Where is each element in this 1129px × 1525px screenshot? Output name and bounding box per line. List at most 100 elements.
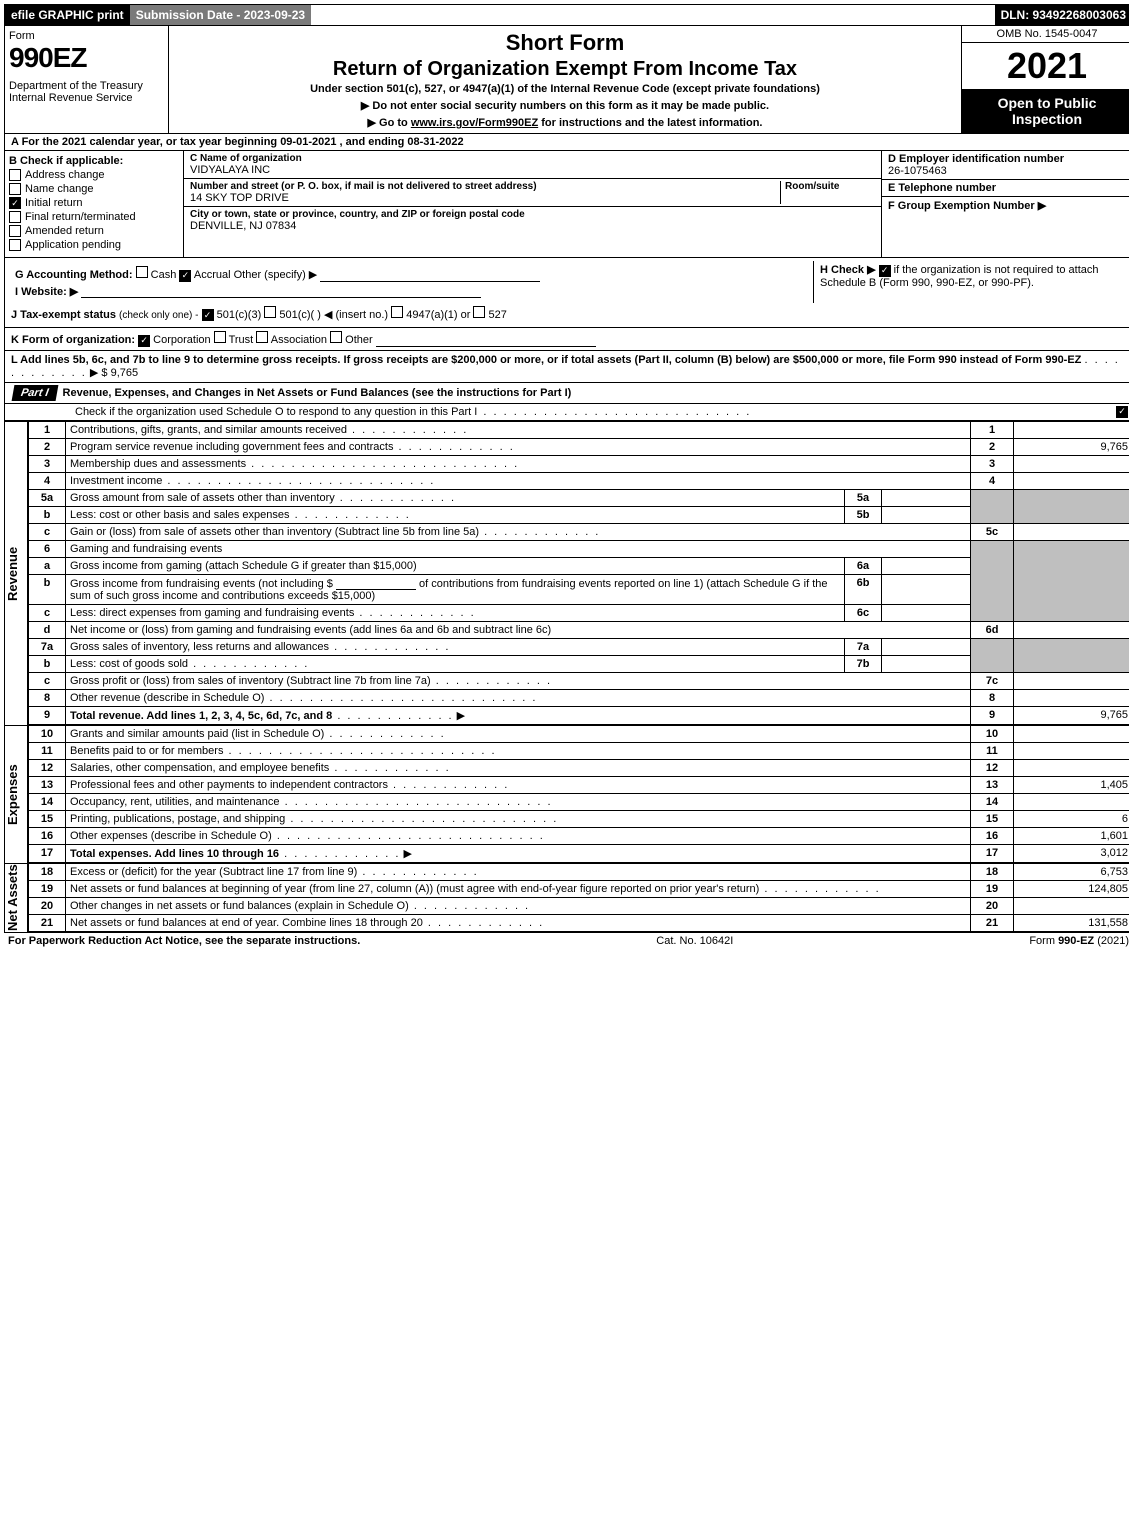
footer-form-ref: Form 990-EZ (2021) [1029,935,1129,947]
form-header: Form 990EZ Department of the Treasury In… [4,26,1129,134]
c-city-label: City or town, state or province, country… [190,209,875,220]
g-cash: Cash [151,269,177,281]
cb-corporation[interactable] [138,335,150,347]
efile-print-label[interactable]: efile GRAPHIC print [5,5,130,25]
section-c: C Name of organization VIDYALAYA INC Num… [184,151,882,257]
cb-cash[interactable] [136,266,148,278]
irs-link[interactable]: www.irs.gov/Form990EZ [411,117,538,129]
g-other: Other (specify) ▶ [234,269,318,281]
line-13: 13Professional fees and other payments t… [29,776,1129,793]
line-5c: c Gain or (loss) from sale of assets oth… [29,523,1129,540]
cb-other-org[interactable] [330,331,342,343]
e-phone-label: E Telephone number [888,182,1126,194]
line-6: 6 Gaming and fundraising events [29,540,1129,557]
instr-goto: ▶ Go to www.irs.gov/Form990EZ for instru… [175,116,955,129]
cb-accrual[interactable] [179,270,191,282]
line-19: 19Net assets or fund balances at beginni… [29,880,1129,897]
header-right: OMB No. 1545-0047 2021 Open to Public In… [961,26,1129,133]
lines-wrap: Revenue 1 Contributions, gifts, grants, … [4,421,1129,725]
under-section: Under section 501(c), 527, or 4947(a)(1)… [175,83,955,95]
line-6c: c Less: direct expenses from gaming and … [29,604,1129,621]
revenue-table: 1 Contributions, gifts, grants, and simi… [28,421,1129,725]
row-l: L Add lines 5b, 6c, and 7b to line 9 to … [4,351,1129,383]
cb-527[interactable] [473,306,485,318]
instr-goto-pre: ▶ Go to [368,117,411,129]
cb-trust[interactable] [214,331,226,343]
cb-address-change[interactable]: Address change [9,169,179,181]
expenses-wrap: Expenses 10Grants and similar amounts pa… [4,725,1129,863]
omb-number: OMB No. 1545-0047 [962,26,1129,43]
website-field[interactable] [81,285,481,298]
cb-label: Address change [25,169,105,181]
part1-check-text: Check if the organization used Schedule … [75,406,477,418]
line-val [1014,421,1129,438]
row-g: G Accounting Method: Cash Accrual Other … [15,266,809,282]
instr-goto-post: for instructions and the latest informat… [538,117,762,129]
line-6b: b Gross income from fundraising events (… [29,574,1129,604]
l-text: L Add lines 5b, 6c, and 7b to line 9 to … [11,354,1081,366]
part1-check-row: Check if the organization used Schedule … [4,404,1129,421]
h-label: H Check ▶ [820,264,876,276]
netassets-wrap: Net Assets 18Excess or (deficit) for the… [4,863,1129,932]
cb-final-return[interactable]: Final return/terminated [9,211,179,223]
open-public-badge: Open to Public Inspection [962,89,1129,133]
row-j: J Tax-exempt status (check only one) ‑ 5… [11,306,1126,322]
line-6a: a Gross income from gaming (attach Sched… [29,557,1129,574]
line-text: Contributions, gifts, grants, and simila… [70,424,347,436]
cb-label: Final return/terminated [25,211,136,223]
cb-schedule-b[interactable] [879,265,891,277]
k-label: K Form of organization: [11,334,135,346]
cb-label: Initial return [25,197,82,209]
line-1: 1 Contributions, gifts, grants, and simi… [29,421,1129,438]
line-7c: c Gross profit or (loss) from sales of i… [29,672,1129,689]
g-label: G Accounting Method: [15,269,133,281]
cb-association[interactable] [256,331,268,343]
cb-schedule-o[interactable] [1116,406,1128,418]
l-value: $ 9,765 [101,367,138,379]
j-small: (check only one) ‑ [119,310,198,321]
line-21: 21Net assets or fund balances at end of … [29,914,1129,931]
k-assoc: Association [271,334,327,346]
cb-501c[interactable] [264,306,276,318]
line-18: 18Excess or (deficit) for the year (Subt… [29,863,1129,880]
cb-initial-return[interactable]: Initial return [9,197,179,209]
cb-name-change[interactable]: Name change [9,183,179,195]
contrib-amount-field[interactable] [336,577,416,590]
line-7b: b Less: cost of goods sold 7b [29,655,1129,672]
cb-501c3[interactable] [202,309,214,321]
part1-badge: Part I [12,385,58,401]
g-other-field[interactable] [320,269,540,282]
cb-label: Name change [25,183,94,195]
org-city: DENVILLE, NJ 07834 [190,220,875,232]
line-17: 17Total expenses. Add lines 10 through 1… [29,844,1129,862]
cb-application-pending[interactable]: Application pending [9,239,179,251]
line-6d: d Net income or (loss) from gaming and f… [29,621,1129,638]
cb-amended-return[interactable]: Amended return [9,225,179,237]
org-street: 14 SKY TOP DRIVE [190,192,780,204]
row-a-tax-year: A For the 2021 calendar year, or tax yea… [4,134,1129,151]
expenses-table: 10Grants and similar amounts paid (list … [28,725,1129,863]
section-b-title: B Check if applicable: [9,155,179,167]
section-def: D Employer identification number 26-1075… [882,151,1129,257]
org-name: VIDYALAYA INC [190,164,875,176]
line-5a: 5a Gross amount from sale of assets othe… [29,489,1129,506]
section-b: B Check if applicable: Address change Na… [5,151,184,257]
line-num: 1 [29,421,66,438]
c-street-label: Number and street (or P. O. box, if mail… [190,181,780,192]
line-15: 15Printing, publications, postage, and s… [29,810,1129,827]
short-form-title: Short Form [175,30,955,56]
row-h: H Check ▶ if the organization is not req… [813,261,1126,303]
cb-label: Application pending [25,239,121,251]
header-left: Form 990EZ Department of the Treasury In… [5,26,169,133]
line-2: 2 Program service revenue including gove… [29,438,1129,455]
expenses-side-label: Expenses [4,725,28,863]
k-other: Other [345,334,373,346]
header-center: Short Form Return of Organization Exempt… [169,26,961,133]
cb-4947[interactable] [391,306,403,318]
top-bar: efile GRAPHIC print Submission Date - 20… [4,4,1129,26]
footer-cat-no: Cat. No. 10642I [360,935,1029,947]
row-k: K Form of organization: Corporation Trus… [4,328,1129,351]
k-other-field[interactable] [376,334,596,347]
line-14: 14Occupancy, rent, utilities, and mainte… [29,793,1129,810]
page-footer: For Paperwork Reduction Act Notice, see … [4,932,1129,949]
